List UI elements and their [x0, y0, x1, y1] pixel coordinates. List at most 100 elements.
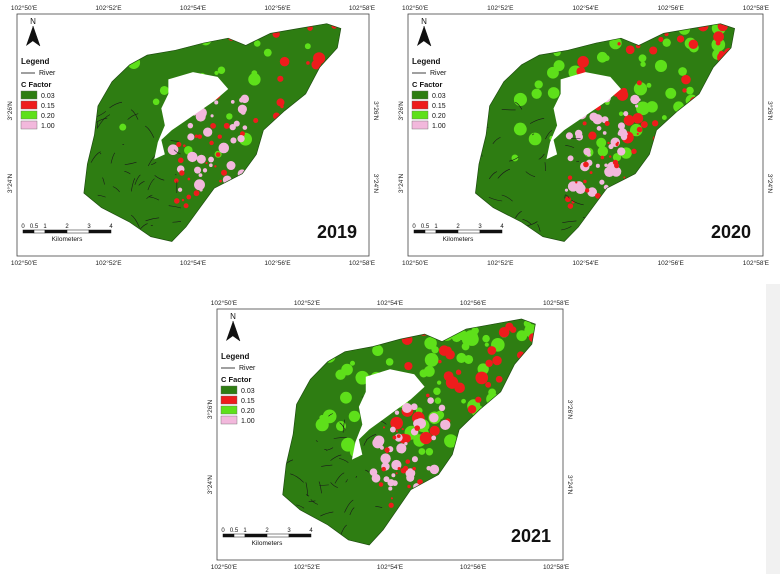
class-1.00-patch: [618, 122, 625, 129]
class-1.00-patch: [188, 123, 194, 129]
class-0.15-patch: [649, 46, 657, 54]
class-0.15-patch: [206, 162, 208, 164]
map-year-label: 2020: [711, 222, 751, 242]
class-0.20-patch: [597, 52, 608, 63]
latitude-label-left: 3°24'N: [397, 173, 405, 193]
class-0.15-patch: [588, 132, 596, 140]
class-1.00-patch: [596, 164, 600, 168]
class-1.00-patch: [589, 113, 598, 122]
class-0.15-patch: [475, 397, 481, 403]
latitude-label-right: 3°24'N: [766, 174, 774, 194]
class-0.15-patch: [485, 360, 492, 367]
class-0.15-patch: [605, 121, 610, 126]
class-0.15-patch: [389, 503, 394, 508]
legend-class-label: 1.00: [241, 418, 255, 425]
legend-class-label: 0.03: [432, 93, 446, 100]
scalebar-segment: [458, 230, 480, 233]
class-1.00-patch: [440, 421, 446, 427]
class-1.00-patch: [238, 105, 247, 114]
class-1.00-patch: [583, 148, 590, 155]
class-1.00-patch: [203, 168, 207, 172]
class-0.15-patch: [186, 195, 191, 200]
class-0.15-patch: [402, 428, 404, 430]
river-legend-label: River: [239, 365, 256, 372]
class-0.15-patch: [396, 430, 398, 432]
map-figure: 102°50'E102°50'E102°52'E102°52'E102°54'E…: [200, 295, 580, 574]
class-0.20-patch: [341, 438, 355, 452]
class-1.00-patch: [597, 126, 602, 131]
class-1.00-patch: [237, 135, 244, 142]
latitude-label-right: 3°26'N: [372, 101, 380, 121]
class-0.20-patch: [598, 146, 608, 156]
class-1.00-patch: [243, 125, 248, 130]
class-1.00-patch: [617, 147, 625, 155]
longitude-label-bottom: 102°50'E: [211, 563, 238, 571]
class-0.15-patch: [496, 376, 503, 383]
class-0.15-patch: [677, 35, 684, 42]
class-0.20-patch: [435, 397, 441, 403]
class-0.15-patch: [403, 466, 408, 471]
legend-swatch: [221, 386, 237, 394]
class-0.20-patch: [532, 89, 542, 99]
class-1.00-patch: [231, 100, 235, 104]
class-0.20-patch: [248, 73, 260, 85]
longitude-label-top: 102°50'E: [11, 4, 38, 12]
class-0.15-patch: [583, 162, 589, 168]
class-1.00-patch: [565, 189, 568, 192]
class-0.20-patch: [485, 343, 489, 347]
class-1.00-patch: [604, 167, 614, 177]
class-0.15-patch: [214, 165, 216, 167]
class-0.20-patch: [488, 389, 496, 397]
class-1.00-patch: [621, 134, 627, 140]
class-0.15-patch: [210, 123, 216, 129]
scalebar-unit: Kilometers: [252, 540, 283, 547]
class-0.20-patch: [548, 87, 560, 99]
class-1.00-patch: [208, 157, 214, 163]
legend-title: Legend: [21, 57, 50, 66]
class-0.15-patch: [198, 134, 202, 138]
class-0.15-patch: [398, 467, 401, 470]
longitude-label-bottom: 102°56'E: [658, 259, 685, 267]
class-1.00-patch: [390, 427, 396, 433]
longitude-label-top: 102°52'E: [95, 4, 122, 12]
class-0.15-patch: [438, 360, 441, 363]
class-0.15-patch: [475, 372, 488, 385]
class-0.20-patch: [418, 448, 425, 455]
scalebar-segment: [414, 230, 425, 233]
scalebar-segment: [34, 230, 45, 233]
class-0.15-patch: [689, 40, 698, 49]
latitude-label-right: 3°26'N: [566, 400, 574, 420]
class-0.15-patch: [381, 467, 385, 471]
legend-title: Legend: [221, 352, 250, 361]
class-0.15-patch: [280, 57, 290, 67]
longitude-label-bottom: 102°52'E: [487, 259, 514, 267]
class-1.00-patch: [431, 435, 436, 440]
legend-class-label: 1.00: [432, 123, 446, 130]
class-0.15-patch: [682, 88, 686, 92]
class-0.15-patch: [623, 176, 625, 178]
class-1.00-patch: [599, 180, 604, 185]
class-0.15-patch: [609, 155, 611, 157]
longitude-label-bottom: 102°50'E: [402, 259, 429, 267]
scalebar-tick-label: 0.5: [230, 528, 239, 534]
class-0.15-patch: [183, 144, 186, 147]
legend-swatch: [412, 91, 428, 99]
class-0.15-patch: [716, 41, 721, 46]
north-arrow-letter: N: [30, 17, 36, 26]
class-1.00-patch: [412, 456, 418, 462]
class-0.15-patch: [577, 56, 589, 68]
latitude-label-left: 3°26'N: [6, 101, 14, 121]
scrollbar-track[interactable]: [766, 284, 780, 574]
legend-class-label: 0.20: [432, 113, 446, 120]
class-0.15-patch: [178, 158, 184, 164]
class-1.00-patch: [576, 133, 583, 140]
class-1.00-patch: [400, 449, 404, 453]
class-0.20-patch: [554, 60, 565, 71]
class-0.15-patch: [194, 190, 200, 196]
latitude-label-right: 3°24'N: [566, 475, 574, 495]
class-0.15-patch: [184, 203, 189, 208]
river-legend-label: River: [39, 70, 56, 77]
class-0.15-patch: [383, 426, 385, 428]
class-0.15-patch: [182, 199, 184, 201]
